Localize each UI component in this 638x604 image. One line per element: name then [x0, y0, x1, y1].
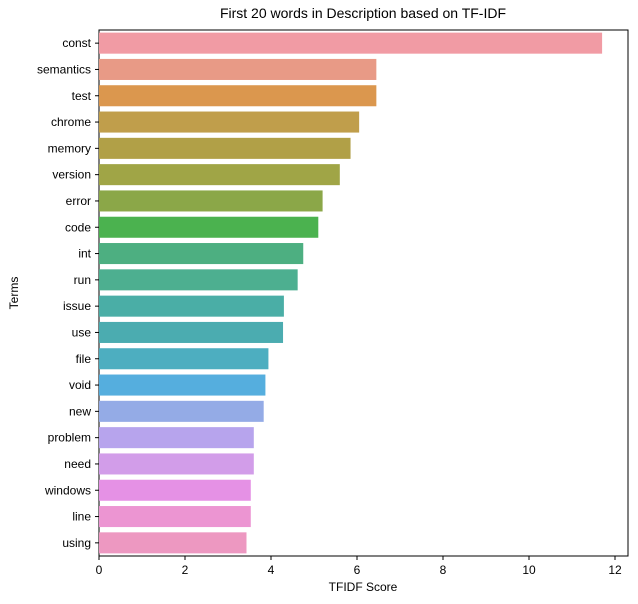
- bar-chrome: [99, 111, 360, 133]
- x-tick-label-2: 2: [182, 563, 189, 577]
- bar-semantics: [99, 58, 377, 80]
- bar-new: [99, 400, 264, 422]
- bar-memory: [99, 137, 351, 159]
- x-tick-label-10: 10: [522, 563, 536, 577]
- y-tick-label-version: version: [52, 168, 91, 182]
- bar-problem: [99, 427, 254, 449]
- bar-error: [99, 190, 323, 212]
- y-tick-label-void: void: [69, 378, 91, 392]
- x-ticks: [98, 556, 616, 560]
- bar-code: [99, 216, 319, 238]
- bar-issue: [99, 295, 284, 317]
- bar-version: [99, 164, 340, 186]
- bar-line: [99, 506, 251, 528]
- bar-use: [99, 321, 284, 343]
- y-tick-label-code: code: [65, 220, 91, 234]
- bars-group: [99, 32, 603, 554]
- bar-windows: [99, 479, 251, 501]
- bar-test: [99, 85, 377, 107]
- y-tick-label-need: need: [64, 457, 91, 471]
- y-tick-label-const: const: [62, 36, 91, 50]
- y-tick-label-line: line: [72, 510, 91, 524]
- y-tick-label-semantics: semantics: [37, 62, 91, 76]
- x-tick-labels: 0 2 4 6 8 10 12: [96, 563, 622, 577]
- y-tick-label-chrome: chrome: [51, 115, 91, 129]
- y-tick-label-problem: problem: [48, 431, 91, 445]
- x-tick-label-4: 4: [268, 563, 275, 577]
- y-tick-label-run: run: [74, 273, 91, 287]
- bar-file: [99, 348, 269, 370]
- y-tick-labels: const semantics test chrome memory version err…: [37, 36, 92, 550]
- x-tick-label-12: 12: [608, 563, 622, 577]
- y-tick-label-memory: memory: [48, 141, 91, 155]
- y-axis-label: Terms: [7, 277, 21, 310]
- x-tick-label-0: 0: [96, 563, 103, 577]
- x-tick-label-8: 8: [440, 563, 447, 577]
- bar-using: [99, 532, 247, 554]
- y-tick-label-test: test: [72, 89, 92, 103]
- y-tick-label-error: error: [66, 194, 91, 208]
- y-tick-label-file: file: [76, 352, 92, 366]
- y-tick-label-using: using: [62, 536, 91, 550]
- y-tick-label-new: new: [69, 404, 91, 418]
- bar-need: [99, 453, 254, 475]
- y-tick-label-issue: issue: [63, 299, 91, 313]
- y-tick-label-int: int: [78, 247, 91, 261]
- bar-int: [99, 243, 304, 265]
- plot-area-frame: [98, 29, 629, 557]
- y-tick-label-windows: windows: [44, 483, 91, 497]
- chart-title: First 20 words in Description based on T…: [220, 5, 506, 21]
- x-axis-label: TFIDF Score: [329, 580, 398, 594]
- x-tick-label-6: 6: [354, 563, 361, 577]
- y-ticks: [95, 42, 99, 544]
- y-tick-label-use: use: [72, 325, 92, 339]
- bar-run: [99, 269, 298, 291]
- bar-void: [99, 374, 266, 396]
- bar-const: [99, 32, 603, 54]
